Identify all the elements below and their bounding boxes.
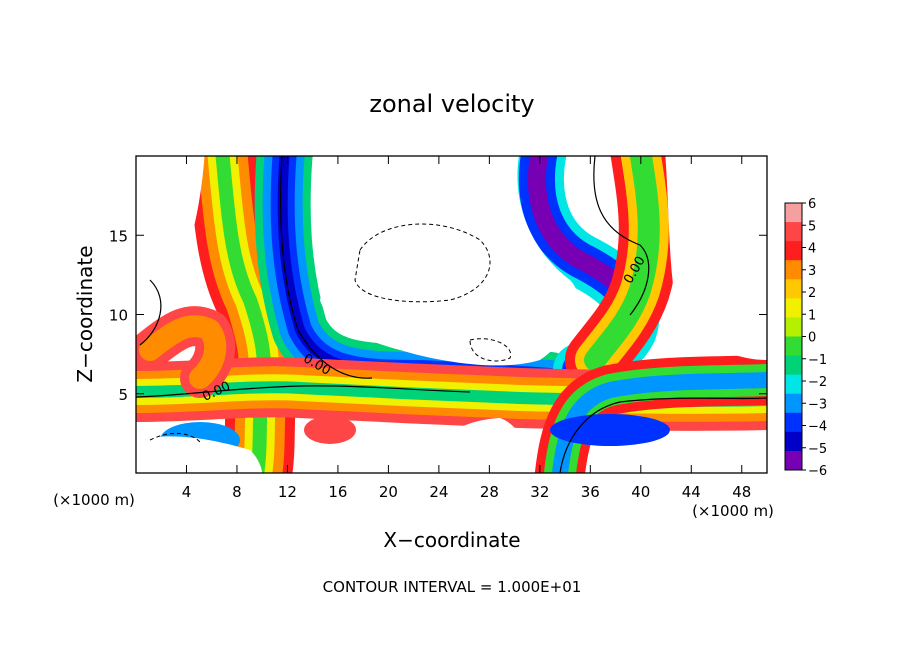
colorbar-swatch bbox=[785, 355, 802, 376]
contour-line bbox=[136, 385, 471, 398]
velocity-band bbox=[215, 156, 272, 473]
x-axis-ticks: 4 8 12 16 20 24 28 32 36 40 44 48 bbox=[182, 156, 751, 501]
colorbar-tick-label: 6 bbox=[808, 197, 816, 212]
colorbar-swatch bbox=[785, 260, 802, 280]
y-axis-ticks: 5 10 15 bbox=[109, 227, 767, 404]
contour-line-negative bbox=[469, 338, 512, 362]
x-unit-label-right: (×1000 m) bbox=[692, 502, 774, 520]
x-tick-label: 36 bbox=[581, 483, 600, 501]
velocity-patch bbox=[550, 414, 670, 446]
x-tick-label: 16 bbox=[328, 483, 347, 501]
colorbar-tick-label: 2 bbox=[808, 286, 816, 301]
colorbar-swatch bbox=[785, 431, 802, 452]
colorbar-swatch bbox=[785, 317, 802, 337]
colorbar-tick-label: −4 bbox=[808, 420, 827, 435]
colorbar-tick-label: −3 bbox=[808, 397, 827, 412]
colorbar-tick-label: −5 bbox=[808, 442, 827, 457]
x-tick-label: 40 bbox=[631, 483, 650, 501]
velocity-bands bbox=[136, 156, 767, 473]
velocity-band bbox=[139, 315, 227, 389]
colorbar-swatch bbox=[785, 450, 802, 471]
colorbar-swatch bbox=[785, 298, 802, 318]
y-tick-label: 5 bbox=[118, 386, 128, 404]
colorbar-tick-label: −2 bbox=[808, 375, 827, 390]
x-tick-label: 24 bbox=[429, 483, 448, 501]
colorbar-tick-label: 3 bbox=[808, 264, 816, 279]
chart-title: zonal velocity bbox=[369, 90, 534, 118]
contour-line-negative bbox=[149, 433, 201, 443]
colorbar-swatch bbox=[785, 241, 802, 261]
colorbar-swatch bbox=[785, 393, 802, 414]
colorbar-swatch bbox=[785, 374, 802, 395]
y-tick-label: 15 bbox=[109, 227, 128, 245]
colorbar-tick-label: 0 bbox=[808, 331, 816, 346]
velocity-patch bbox=[304, 416, 356, 444]
calm-regions bbox=[136, 156, 767, 473]
colorbar bbox=[784, 202, 803, 471]
x-unit-label: (×1000 m) bbox=[53, 491, 135, 509]
x-tick-label: 32 bbox=[530, 483, 549, 501]
colorbar-tick-label: 1 bbox=[808, 308, 816, 323]
colorbar-tick-label: 4 bbox=[808, 242, 816, 257]
x-tick-label: 12 bbox=[278, 483, 297, 501]
colorbar-swatch bbox=[785, 412, 802, 433]
x-tick-label: 48 bbox=[732, 483, 751, 501]
colorbar-tick-label: −1 bbox=[808, 353, 827, 368]
zero-contours: 0.000.000.00 bbox=[136, 156, 767, 473]
colorbar-tick-label: 5 bbox=[808, 219, 816, 234]
y-tick-label: 10 bbox=[109, 307, 128, 325]
x-axis-label: X−coordinate bbox=[383, 528, 520, 552]
colorbar-tick-label: −6 bbox=[808, 464, 827, 479]
y-axis-label: Z−coordinate bbox=[73, 245, 97, 382]
colorbar-swatch bbox=[785, 279, 802, 299]
calm-region bbox=[136, 156, 205, 330]
colorbar-swatch bbox=[785, 222, 802, 242]
x-tick-label: 8 bbox=[232, 483, 242, 501]
contour-line bbox=[593, 156, 650, 316]
x-tick-label: 4 bbox=[182, 483, 192, 501]
x-tick-label: 20 bbox=[379, 483, 398, 501]
contour-interval-note: CONTOUR INTERVAL = 1.000E+01 bbox=[323, 578, 582, 596]
plot-area: 0.000.000.00 bbox=[136, 156, 767, 473]
calm-region bbox=[665, 156, 767, 360]
contour-line bbox=[559, 397, 767, 473]
contour-line-negative bbox=[354, 223, 491, 303]
colorbar-swatch bbox=[785, 203, 802, 223]
x-tick-label: 44 bbox=[682, 483, 701, 501]
contour-line bbox=[279, 156, 373, 379]
calm-region bbox=[320, 156, 579, 366]
colorbar-ticks: 6 5 4 3 2 1 0 −1 −2 −3 −4 −5 −6 bbox=[802, 197, 827, 479]
contour-line bbox=[139, 279, 162, 346]
colorbar-swatch bbox=[785, 336, 802, 357]
calm-region bbox=[420, 418, 532, 473]
x-tick-label: 28 bbox=[480, 483, 499, 501]
velocity-band bbox=[584, 156, 660, 371]
calm-region bbox=[136, 436, 262, 473]
